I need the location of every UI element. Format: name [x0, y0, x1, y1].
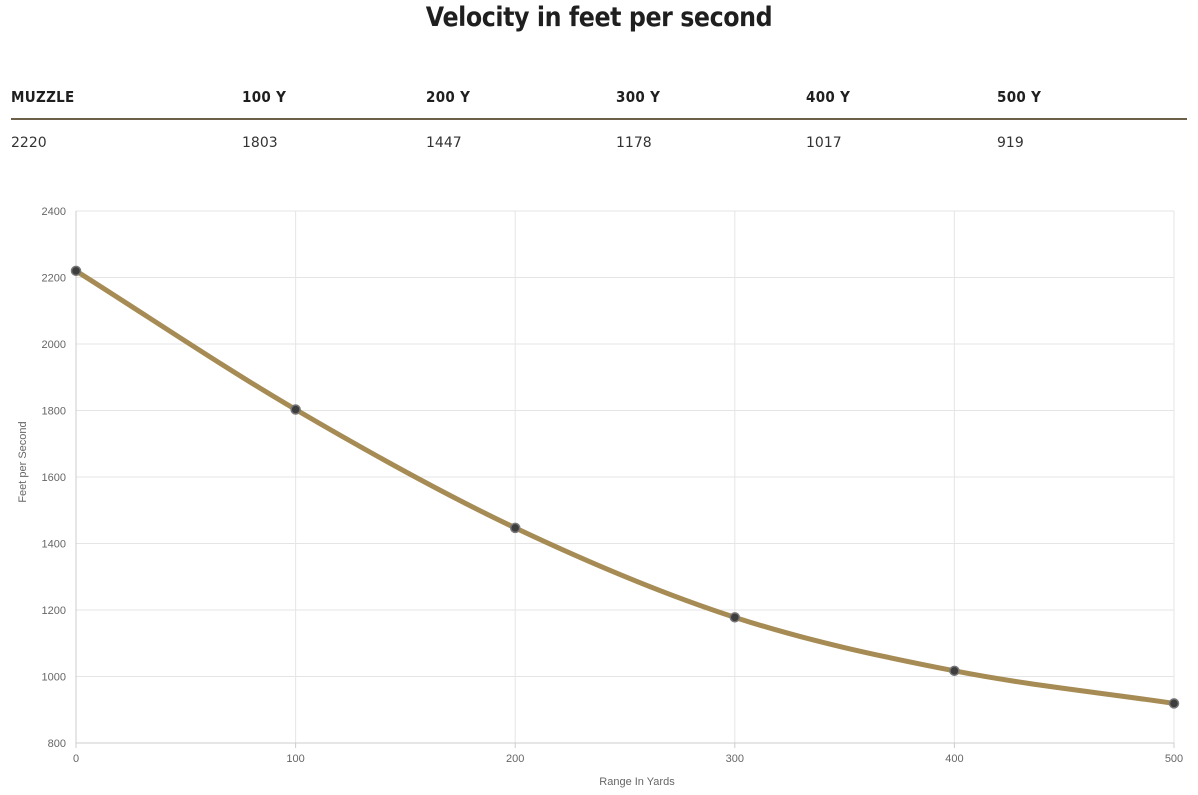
x-tick-label: 200 — [506, 753, 524, 765]
header-300y: 300 Y — [616, 88, 661, 106]
data-point — [290, 404, 301, 415]
data-point — [70, 265, 82, 277]
value-400y: 1017 — [806, 135, 842, 151]
header-200y: 200 Y — [426, 88, 471, 106]
header-400y: 400 Y — [806, 88, 851, 106]
value-100y: 1803 — [242, 135, 278, 151]
velocity-table: MUZZLE 100 Y 200 Y 300 Y 400 Y 500 Y 222… — [11, 80, 1187, 160]
value-muzzle: 2220 — [11, 135, 47, 151]
y-tick-label: 2400 — [42, 206, 66, 218]
velocity-series-line — [73, 268, 1177, 706]
x-tick-label: 300 — [726, 753, 744, 765]
x-tick-label: 400 — [945, 753, 963, 765]
y-tick-label: 1800 — [42, 406, 66, 418]
y-tick-label: 800 — [48, 738, 66, 750]
value-300y: 1178 — [616, 135, 652, 151]
chart-title: Velocity in feet per second — [425, 2, 773, 33]
data-point — [1168, 698, 1180, 709]
x-axis-title: Range In Yards — [599, 776, 675, 788]
header-muzzle: MUZZLE — [11, 88, 75, 106]
data-point — [949, 665, 960, 677]
x-tick-label: 100 — [286, 753, 304, 765]
table-header-row: MUZZLE 100 Y 200 Y 300 Y 400 Y 500 Y — [11, 80, 1187, 120]
y-axis-title: Feet per Second — [17, 421, 29, 502]
y-tick-label: 2000 — [42, 339, 66, 351]
y-tick-label: 1600 — [42, 472, 66, 484]
y-tick-label: 1200 — [42, 605, 66, 617]
x-tick-label: 0 — [73, 753, 79, 765]
x-tick-label: 500 — [1165, 753, 1183, 765]
velocity-line-chart: 800 1000 1200 1400 1600 1800 2000 2200 2400 0 100 2… — [17, 206, 1183, 788]
y-tick-label: 1000 — [42, 672, 66, 684]
header-100y: 100 Y — [242, 88, 287, 106]
header-500y: 500 Y — [997, 88, 1042, 106]
y-tick-label: 1400 — [42, 539, 66, 551]
data-point — [729, 612, 741, 623]
data-point — [509, 522, 521, 534]
table-row: 2220 1803 1447 1178 1017 919 — [11, 120, 1187, 160]
y-tick-label: 2200 — [42, 273, 66, 285]
value-500y: 919 — [997, 135, 1024, 151]
value-200y: 1447 — [426, 135, 462, 151]
